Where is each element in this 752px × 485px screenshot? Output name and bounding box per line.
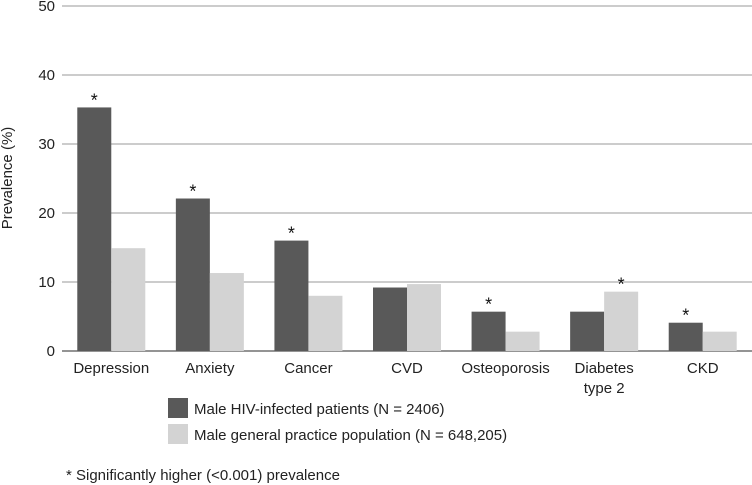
bar-general-6 [702,331,737,351]
bars [77,107,737,352]
y-tick-label-10: 10 [38,274,55,291]
significance-star-hiv-1: * [189,182,196,202]
bar-hiv-5 [570,311,605,351]
bar-general-5 [604,291,639,351]
category-label-5-line2: type 2 [584,380,625,397]
category-label-2: Cancer [284,360,332,377]
category-label-5: Diabetes [575,360,634,377]
legend-label-hiv: Male HIV-infected patients (N = 2406) [194,401,445,418]
bar-general-2 [308,295,343,351]
y-axis-ticks: 0 10 20 30 40 50 [38,0,55,360]
significance-star-general-5: * [618,275,625,295]
bar-hiv-4 [471,311,506,351]
significance-markers: * * * * * * [91,90,689,325]
legend-swatch-general [168,424,188,444]
significance-star-hiv-6: * [682,306,689,326]
legend-swatch-hiv [168,398,188,418]
y-tick-label-0: 0 [47,343,55,360]
y-tick-label-50: 50 [38,0,55,15]
bar-hiv-1 [175,198,210,351]
bar-general-1 [209,273,244,351]
category-label-4: Osteoporosis [461,360,549,377]
y-tick-label-30: 30 [38,136,55,153]
bar-general-0 [111,248,146,351]
bar-hiv-0 [77,107,112,352]
bar-hiv-6 [668,322,703,351]
significance-star-hiv-4: * [485,295,492,315]
y-axis-label: Prevalence (%) [0,127,16,230]
category-label-3: CVD [391,360,423,377]
bar-general-4 [505,331,540,351]
category-label-0: Depression [73,360,149,377]
category-labels: Depression Anxiety Cancer CVD Osteoporosis Di… [73,360,718,397]
category-label-1: Anxiety [185,360,235,377]
y-tick-label-20: 20 [38,205,55,222]
significance-star-hiv-2: * [288,224,295,244]
significance-star-hiv-0: * [91,90,98,110]
y-tick-label-40: 40 [38,67,55,84]
category-label-6: CKD [687,360,719,377]
legend: Male HIV-infected patients (N = 2406) Ma… [168,398,507,444]
footnote: * Significantly higher (<0.001) prevalen… [66,467,340,484]
bar-hiv-3 [373,287,407,351]
bar-general-3 [407,284,441,351]
bar-hiv-2 [274,240,309,351]
legend-label-general: Male general practice population (N = 64… [194,427,507,444]
